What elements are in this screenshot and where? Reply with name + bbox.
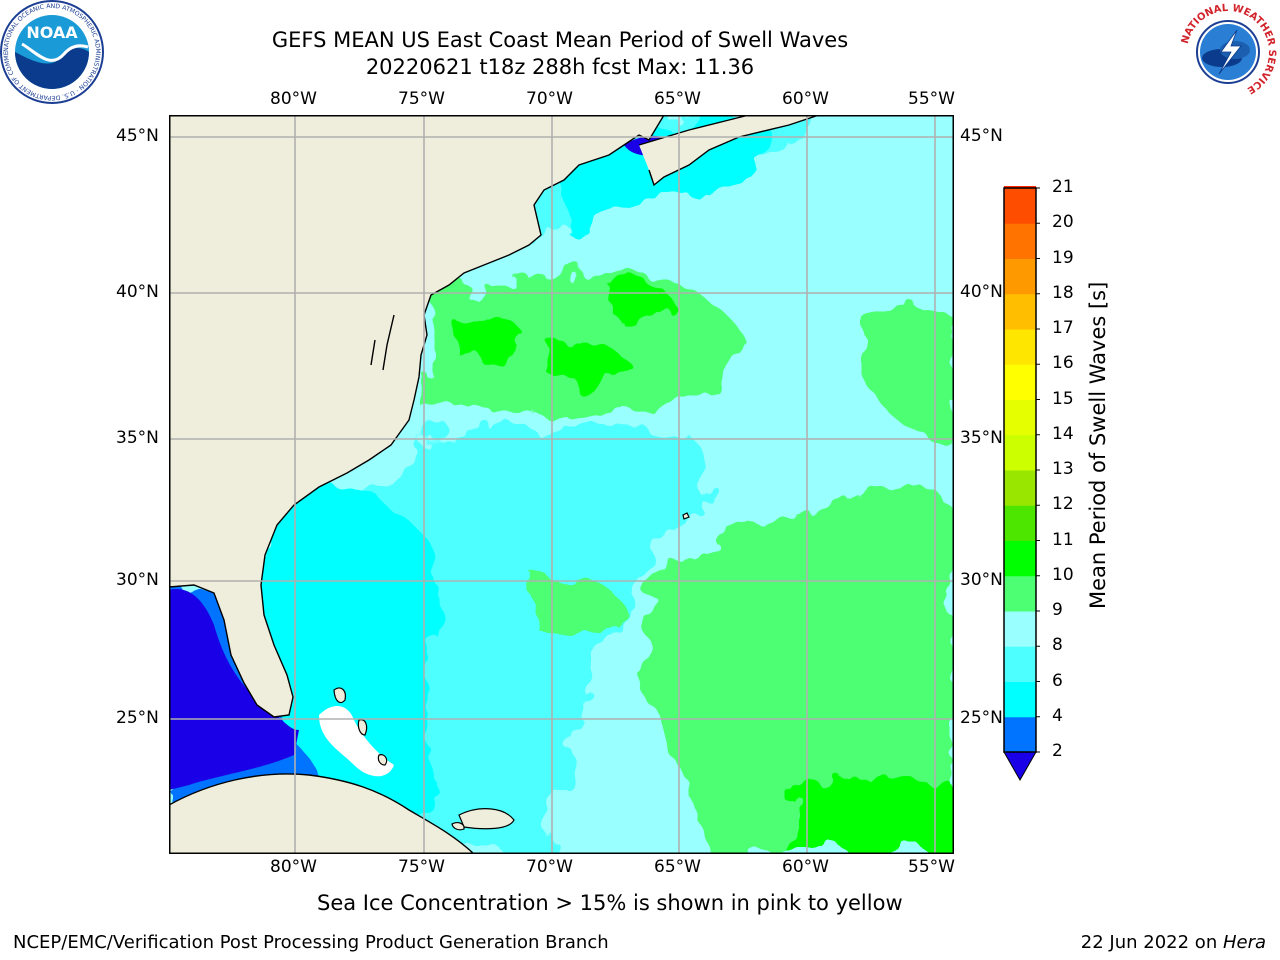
nws-logo: NATIONAL WEATHER SERVICE bbox=[1178, 2, 1278, 102]
colorbar bbox=[1003, 186, 1040, 782]
lat-label-right-40n: 40°N bbox=[960, 282, 1003, 302]
swell-9-10s-zone-southeast bbox=[639, 491, 954, 854]
colorbar-segment bbox=[1004, 399, 1036, 436]
lat-label-left-30n: 30°N bbox=[116, 570, 159, 590]
footer-host: Hera bbox=[1222, 932, 1266, 953]
colorbar-tick-label: 14 bbox=[1052, 423, 1074, 444]
noaa-logo: NATIONAL OCEANIC AND ATMOSPHERIC ADMINIS… bbox=[0, 0, 104, 104]
footer-date-text: 22 Jun 2022 on bbox=[1080, 932, 1223, 953]
coastline-cuba bbox=[169, 773, 475, 854]
colorbar-segment bbox=[1004, 470, 1036, 506]
colorbar-segment bbox=[1004, 293, 1036, 330]
island-eleuthera bbox=[357, 719, 368, 736]
footer-credit: NCEP/EMC/Verification Post Processing Pr… bbox=[13, 932, 609, 953]
colorbar-segment bbox=[1004, 329, 1036, 365]
lat-label-left-45n: 45°N bbox=[116, 126, 159, 146]
island-hispaniola bbox=[458, 808, 515, 830]
sea-ice-note: Sea Ice Concentration > 15% is shown in … bbox=[317, 891, 903, 915]
map-frame bbox=[169, 115, 954, 854]
colorbar-label: Mean Period of Swell Waves [s] bbox=[1086, 281, 1110, 609]
chart-title-line1: GEFS MEAN US East Coast Mean Period of S… bbox=[271, 28, 849, 52]
colorbar-segment bbox=[1004, 188, 1036, 224]
lat-label-right-25n: 25°N bbox=[960, 708, 1003, 728]
colorbar-tick-label: 19 bbox=[1052, 247, 1074, 268]
colorbar-tick-marks bbox=[1036, 187, 1040, 753]
land-nova-scotia bbox=[639, 115, 819, 185]
chart-title-line2: 20220621 t18z 288h fcst Max: 11.36 bbox=[365, 55, 755, 79]
lat-label-left-35n: 35°N bbox=[116, 428, 159, 448]
colorbar-segment bbox=[1004, 575, 1036, 612]
island-long-island-bahamas bbox=[377, 754, 388, 766]
lat-label-left-40n: 40°N bbox=[116, 282, 159, 302]
swell-period-map bbox=[169, 115, 954, 854]
noaa-logo-text: NOAA bbox=[26, 23, 78, 42]
colorbar-segment bbox=[1004, 364, 1036, 400]
colorbar-tick-label: 20 bbox=[1052, 212, 1074, 233]
bahamas-banks bbox=[319, 705, 394, 777]
map-fields bbox=[169, 115, 954, 854]
colorbar-segments bbox=[1004, 186, 1036, 753]
swell-10-11s-patch-2 bbox=[549, 340, 629, 386]
coastline-chesapeake bbox=[370, 314, 395, 371]
swell-10-11s-patch-3 bbox=[609, 281, 674, 317]
lon-label-bottom-55w: 55°W bbox=[908, 857, 955, 877]
lon-label-bottom-80w: 80°W bbox=[270, 857, 317, 877]
swell-10-11s-patch-4 bbox=[789, 778, 954, 854]
lat-label-right-30n: 30°N bbox=[960, 570, 1003, 590]
lon-label-top-60w: 60°W bbox=[782, 89, 829, 109]
footer-date: 22 Jun 2022 on Hera bbox=[1081, 932, 1266, 953]
colorbar-tick-label: 21 bbox=[1052, 177, 1074, 197]
lon-label-bottom-75w: 75°W bbox=[398, 857, 445, 877]
lon-label-bottom-65w: 65°W bbox=[654, 857, 701, 877]
coastline-east-coast bbox=[169, 115, 665, 718]
colorbar-tick-label: 12 bbox=[1052, 494, 1074, 515]
swell-under-2s-zone bbox=[169, 589, 299, 790]
lat-label-right-45n: 45°N bbox=[960, 126, 1003, 146]
island-andros bbox=[333, 687, 346, 704]
colorbar-segment bbox=[1004, 223, 1036, 259]
lon-label-top-70w: 70°W bbox=[526, 89, 573, 109]
colorbar-tick-label: 15 bbox=[1052, 388, 1074, 409]
swell-9-10s-zone-east bbox=[859, 303, 954, 445]
colorbar-segment bbox=[1004, 434, 1036, 471]
lon-label-bottom-70w: 70°W bbox=[526, 857, 573, 877]
lon-label-top-75w: 75°W bbox=[398, 89, 445, 109]
land-cuba bbox=[169, 773, 474, 854]
colorbar-segment bbox=[1004, 540, 1036, 577]
graticule bbox=[169, 115, 954, 854]
colorbar-tick-label: 8 bbox=[1052, 635, 1063, 656]
swell-10-11s-patch bbox=[459, 320, 529, 364]
colorbar-tick-label: 6 bbox=[1052, 670, 1063, 691]
colorbar-tick-label: 18 bbox=[1052, 282, 1074, 303]
colorbar-tick-label: 16 bbox=[1052, 353, 1074, 374]
lon-label-top-80w: 80°W bbox=[270, 89, 317, 109]
islands bbox=[333, 512, 690, 831]
colorbar-segment bbox=[1004, 505, 1036, 541]
lon-label-bottom-60w: 60°W bbox=[782, 857, 829, 877]
lat-label-right-35n: 35°N bbox=[960, 428, 1003, 448]
coastlines bbox=[169, 115, 820, 854]
colorbar-segment bbox=[1004, 681, 1036, 718]
colorbar-tick-label: 17 bbox=[1052, 318, 1074, 338]
lon-label-top-65w: 65°W bbox=[654, 89, 701, 109]
colorbar-segment bbox=[1004, 258, 1036, 295]
colorbar-tick-label: 9 bbox=[1052, 600, 1063, 620]
colorbar-segment bbox=[1004, 611, 1036, 647]
colorbar-tick-label: 10 bbox=[1052, 564, 1074, 585]
island-puerto-rico bbox=[451, 822, 465, 831]
island-bermuda bbox=[682, 512, 690, 520]
land-north-america bbox=[169, 115, 664, 717]
lon-label-top-55w: 55°W bbox=[908, 89, 955, 109]
colorbar-under-arrow bbox=[1003, 751, 1037, 782]
colorbar-tick-label: 11 bbox=[1052, 529, 1074, 550]
colorbar-segment bbox=[1004, 646, 1036, 682]
colorbar-tick-label: 13 bbox=[1052, 459, 1074, 479]
lat-label-left-25n: 25°N bbox=[116, 708, 159, 728]
colorbar-tick-label: 2 bbox=[1052, 741, 1063, 761]
colorbar-tick-label: 4 bbox=[1052, 705, 1063, 726]
colorbar-segment bbox=[1004, 716, 1036, 753]
